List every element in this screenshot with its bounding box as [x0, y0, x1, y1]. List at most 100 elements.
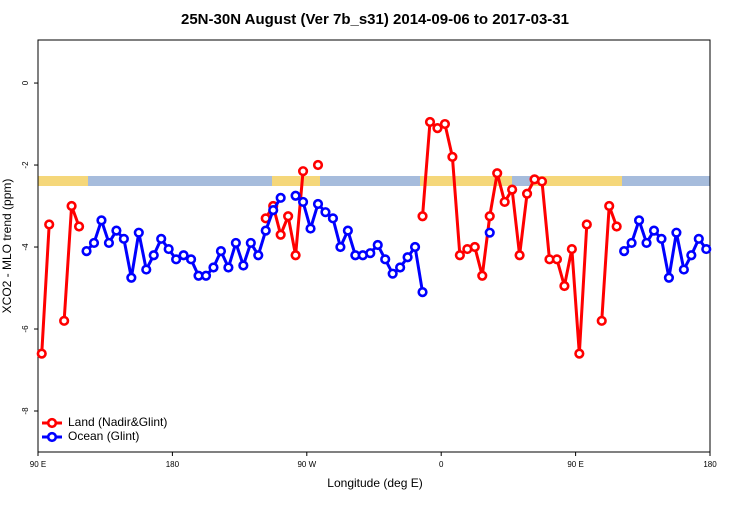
point	[283, 211, 294, 222]
point	[275, 229, 286, 240]
point	[648, 225, 660, 236]
point	[148, 250, 159, 261]
point	[268, 205, 279, 216]
point	[641, 237, 652, 249]
point	[297, 196, 309, 208]
point	[163, 243, 174, 255]
point	[380, 254, 391, 265]
point	[88, 237, 100, 249]
legend-marker	[46, 431, 58, 443]
point	[447, 151, 458, 162]
point	[238, 260, 249, 271]
point	[208, 262, 219, 273]
point	[312, 159, 324, 171]
point	[574, 348, 585, 359]
point	[432, 123, 443, 134]
point	[417, 287, 428, 298]
point	[633, 215, 645, 226]
point	[454, 250, 465, 261]
point	[96, 215, 107, 226]
point	[693, 233, 704, 244]
point	[626, 237, 637, 249]
point	[581, 219, 592, 230]
y-tick-label: -4	[21, 243, 30, 251]
point	[499, 196, 510, 208]
point	[402, 252, 413, 263]
point	[126, 272, 137, 283]
point	[372, 239, 383, 251]
point	[111, 225, 122, 236]
point	[275, 192, 286, 203]
series-line	[85, 194, 708, 293]
point	[536, 176, 548, 187]
point	[260, 225, 271, 236]
point	[223, 262, 234, 273]
point	[678, 264, 689, 275]
point	[73, 221, 85, 232]
point	[439, 118, 451, 130]
point	[417, 211, 428, 222]
point	[178, 250, 189, 261]
point	[656, 233, 667, 244]
chart-title: 25N-30N August (Ver 7b_s31) 2014-09-06 t…	[181, 11, 569, 28]
point	[335, 241, 346, 253]
legend-marker	[46, 417, 58, 429]
point	[320, 207, 331, 218]
x-tick-label: 90 E	[30, 460, 46, 469]
point	[36, 348, 47, 359]
y-axis-label: XCO2 - MLO trend (ppm)	[0, 179, 14, 314]
point	[156, 233, 167, 244]
point	[133, 227, 144, 238]
point	[604, 200, 615, 212]
legend-label: Ocean (Glint)	[68, 429, 139, 443]
point	[424, 116, 436, 128]
point	[611, 221, 622, 232]
legend-label: Land (Nadir&Glint)	[68, 415, 167, 429]
point	[171, 254, 182, 265]
point	[245, 237, 256, 249]
point	[686, 250, 697, 261]
x-axis-label: Longitude (deg E)	[327, 476, 422, 490]
x-tick-label: 180	[166, 460, 180, 469]
point	[395, 262, 406, 273]
point	[521, 188, 533, 199]
point	[81, 246, 92, 257]
y-tick-label: -2	[21, 161, 30, 169]
point	[185, 254, 197, 265]
point	[514, 250, 525, 261]
point	[253, 250, 264, 261]
point	[484, 211, 495, 222]
point	[103, 237, 115, 249]
point	[469, 241, 480, 253]
point	[297, 166, 309, 177]
point	[566, 243, 577, 255]
point	[387, 268, 398, 279]
point	[230, 237, 241, 249]
land-ocean-strip	[38, 176, 710, 186]
point	[312, 198, 324, 210]
point	[327, 213, 339, 224]
point	[409, 241, 421, 253]
legend: Land (Nadir&Glint)Ocean (Glint)	[42, 415, 167, 443]
point	[551, 254, 563, 265]
y-tick-label: -8	[21, 407, 30, 415]
point	[66, 200, 77, 212]
point	[200, 270, 212, 281]
point	[305, 223, 316, 234]
point	[507, 184, 518, 195]
x-tick-label: 90 W	[297, 460, 316, 469]
point	[118, 233, 129, 244]
point	[559, 280, 570, 292]
y-tick-label: 0	[21, 80, 30, 85]
point	[365, 248, 376, 259]
point	[619, 246, 630, 257]
point	[290, 250, 301, 261]
x-tick-label: 0	[439, 460, 444, 469]
point	[701, 243, 712, 255]
point	[492, 168, 503, 179]
point	[342, 225, 353, 236]
point	[59, 315, 70, 326]
point	[663, 272, 675, 283]
point	[215, 246, 227, 257]
